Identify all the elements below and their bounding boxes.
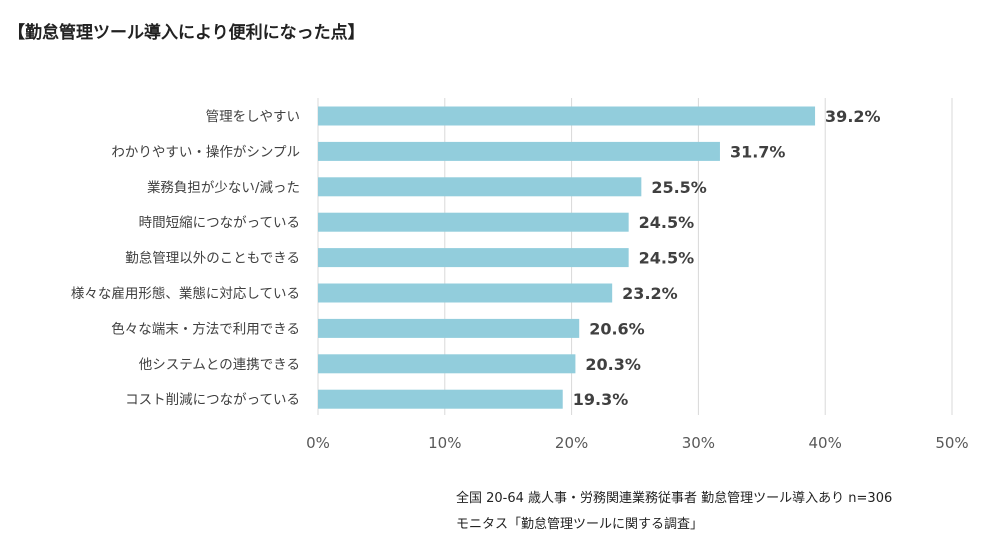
bar [318, 389, 563, 409]
category-label: 勤怠管理以外のこともできる [125, 251, 300, 267]
bar [318, 248, 629, 268]
bar-chart: 0% 10% 20% 30% 40% 50% 管理をしやすい 39.2% わかりやすい・操作がシ… [71, 98, 969, 452]
bar [318, 283, 613, 303]
x-tick-label: 30% [682, 434, 715, 452]
data-label: 23.2% [622, 284, 678, 303]
data-label: 31.7% [730, 142, 786, 161]
source-note-sample: 全国 20-64 歳人事・労務関連業務従事者 勤怠管理ツール導入あり n=306 [456, 491, 893, 506]
data-label: 20.6% [589, 319, 645, 338]
source-note-survey: モニタス「勤怠管理ツールに関する調査」 [456, 517, 704, 532]
category-label: 時間短縮につながっている [139, 215, 300, 231]
data-label: 25.5% [651, 178, 707, 197]
category-label: コスト削減につながっている [125, 391, 300, 408]
category-label: 管理をしやすい [206, 109, 300, 125]
x-tick-label: 50% [935, 434, 968, 452]
bar [318, 212, 629, 232]
bar [318, 354, 576, 374]
bar [318, 141, 720, 161]
data-label: 24.5% [639, 249, 695, 268]
x-tick-label: 20% [555, 434, 588, 452]
x-tick-label: 40% [809, 434, 842, 452]
data-label: 19.3% [573, 390, 629, 409]
bar [318, 106, 816, 126]
category-label: 様々な雇用形態、業態に対応している [71, 285, 300, 302]
chart-title: 【勤怠管理ツール導入により便利になった点】 [8, 23, 365, 43]
category-label: 他システムとの連携できる [139, 357, 300, 373]
data-label: 24.5% [639, 213, 695, 232]
bar [318, 177, 642, 197]
x-tick-label: 0% [306, 434, 330, 452]
category-label: 色々な端末・方法で利用できる [111, 320, 300, 337]
data-label: 39.2% [825, 107, 881, 126]
category-label: 業務負担が少ない/減った [147, 179, 300, 196]
category-label: わかりやすい・操作がシンプル [111, 144, 300, 160]
x-tick-label: 10% [428, 434, 461, 452]
data-label: 20.3% [585, 355, 641, 374]
bar [318, 318, 580, 338]
